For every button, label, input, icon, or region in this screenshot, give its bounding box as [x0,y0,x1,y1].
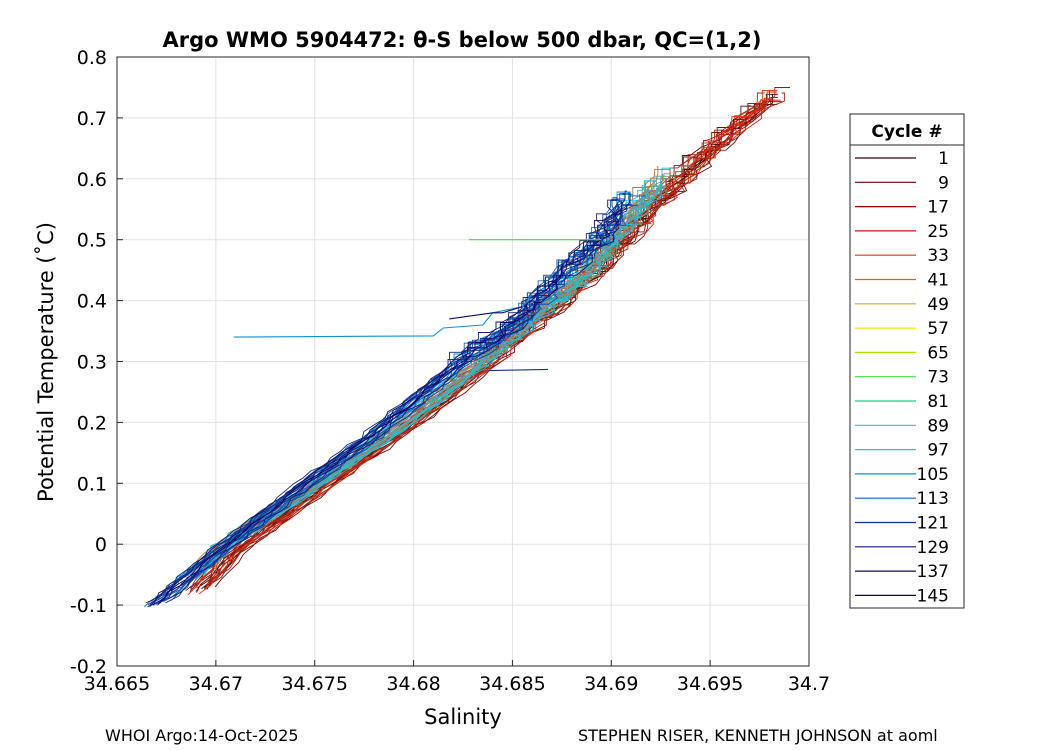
x-axis-label: Salinity [424,705,502,729]
legend-entry-label: 113 [917,489,949,509]
legend-entry-label: 81 [927,392,949,412]
chart-title: Argo WMO 5904472: θ-S below 500 dbar, QC… [163,28,762,52]
legend-entry-label: 1 [938,149,949,169]
y-tick-label: 0.3 [77,352,107,374]
annotation-line [449,306,523,320]
profile-line [157,204,619,606]
profile-line [149,199,618,607]
legend-box [849,113,965,609]
profile-line [195,184,662,581]
profile-line [175,189,643,579]
profile-line [165,195,646,604]
y-tick-label: 0.2 [77,412,107,434]
legend-title: Cycle # [871,122,942,142]
profile-line [197,167,673,573]
annotation-line [488,368,549,372]
y-tick-label: 0.6 [77,169,107,191]
legend-entry-label: 49 [927,295,949,315]
y-tick-label: 0.8 [77,47,107,69]
profile-line [147,198,625,608]
legend-entry-label: 121 [917,514,949,534]
profile-line [145,213,607,604]
profile-line [155,204,632,606]
legend-entry-label: 17 [927,198,949,218]
profile-line [159,203,631,604]
x-tick-label: 34.7 [788,673,830,695]
x-tick-label: 34.69 [584,673,638,695]
y-tick-label: -0.1 [70,595,107,617]
y-axis-label: Potential Temperature (˚C) [34,222,58,502]
y-tick-label: 0 [95,534,107,556]
profile-line [198,99,775,595]
legend-entry-label: 145 [917,586,949,606]
x-tick-label: 34.695 [677,673,743,695]
legend: Cycle # 1 9 17 25 33 41 49 57 65 73 81 89 97 105 113 12… [849,113,965,609]
legend-entry-label: 33 [927,246,949,266]
y-tick-label: 0.7 [77,108,107,130]
legend-entry-label: 41 [927,271,949,291]
legend-entry-label: 57 [927,319,949,339]
profile-line [147,190,627,606]
legend-entry-label: 105 [917,465,949,485]
legend-items: 1 9 17 25 33 41 49 57 65 73 81 89 97 105 113 121 129 137 1… [855,149,949,606]
legend-entry-label: 129 [917,538,949,558]
footer-credits: STEPHEN RISER, KENNETH JOHNSON at aoml [578,726,938,745]
profile-line [207,92,785,586]
y-tick-label: 0.4 [77,291,107,313]
x-tick-label: 34.67 [189,673,243,695]
legend-entry-label: 137 [917,562,949,582]
series-lines [144,87,791,608]
x-tick-label: 34.665 [84,673,150,695]
legend-entry-label: 73 [927,368,949,388]
legend-entry-label: 65 [927,343,949,363]
legend-entry-label: 9 [938,173,949,193]
x-tick-labels: 34.665 34.67 34.675 34.68 34.685 34.69 34.695 3… [84,660,830,695]
y-tick-label: -0.2 [70,656,107,678]
legend-entry-label: 89 [927,416,949,436]
x-tick-label: 34.68 [386,673,440,695]
y-tick-labels: -0.2 -0.1 0 0.1 0.2 0.3 0.4 0.5 0.6 0.7 0.8 [70,47,123,678]
y-tick-label: 0.1 [77,473,107,495]
legend-entry-label: 25 [927,222,949,242]
footer-source: WHOI Argo:14-Oct-2025 [105,726,299,745]
x-tick-label: 34.675 [281,673,347,695]
y-tick-label: 0.5 [77,230,107,252]
x-tick-label: 34.685 [479,673,545,695]
profile-line [152,201,623,606]
profile-line [167,193,631,600]
legend-entry-label: 97 [927,441,949,461]
